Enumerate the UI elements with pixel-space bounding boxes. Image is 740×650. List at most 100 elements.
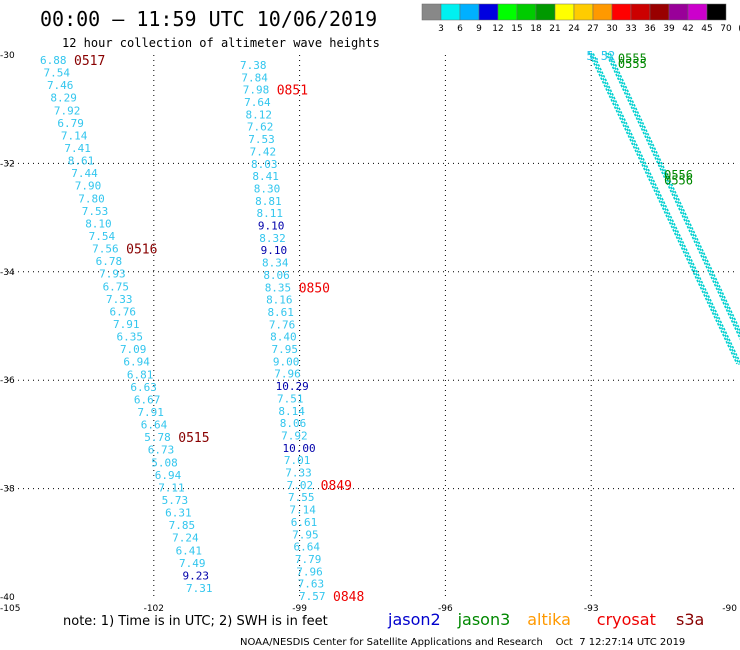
wave-height-value: 7.49 — [179, 557, 206, 570]
wave-height-value: 10.29 — [276, 380, 309, 393]
swath-band — [605, 51, 740, 341]
scale-label: 70 — [720, 24, 732, 34]
wave-height-value: 7.90 — [75, 180, 102, 193]
scale-label: 27 — [587, 24, 598, 34]
note-text: note: 1) Time is in UTC; 2) SWH is in fe… — [63, 614, 328, 629]
wave-height-value: 7.44 — [71, 167, 98, 180]
wave-height-value: 8.03 — [251, 158, 278, 171]
wave-height-value: 7.76 — [269, 318, 296, 331]
scale-label: 30 — [606, 24, 618, 34]
wave-height-value: 7.92 — [54, 104, 81, 117]
wave-height-value: 6.78 — [96, 255, 123, 268]
pass-time-label: 0848 — [333, 590, 364, 605]
wave-height-value: 7.46 — [47, 79, 73, 92]
swath-stroke — [607, 52, 740, 337]
scale-label: 15 — [511, 24, 522, 34]
wave-height-value: 6.64 — [141, 419, 168, 432]
wave-height-value: 5.08 — [151, 456, 178, 469]
wave-height-value: 10.00 — [283, 442, 316, 455]
wave-height-value: 6.64 — [294, 541, 321, 554]
wave-height-value: 8.11 — [256, 207, 283, 220]
wave-height-value: 6.61 — [291, 516, 318, 529]
y-tick-label: -30 — [0, 51, 15, 61]
wave-height-value: 7.98 — [243, 84, 270, 97]
wave-height-value: 8.29 — [50, 92, 77, 105]
chart-title: 00:00 – 11:59 UTC 10/06/2019 — [40, 7, 377, 31]
wave-height-value: 9.00 — [273, 355, 300, 368]
wave-height-value: 5.78 — [144, 431, 171, 444]
wave-height-value: 7.85 — [169, 519, 196, 532]
wave-height-value: 7.91 — [113, 318, 140, 331]
swath-band — [588, 51, 740, 365]
wave-height-value: 8.32 — [259, 232, 286, 245]
grid — [8, 55, 737, 597]
wave-height-value: 6.94 — [123, 356, 150, 369]
wave-height-value: 7.64 — [244, 96, 271, 109]
wave-height-value: 7.42 — [250, 145, 277, 158]
wave-height-value: 7.91 — [137, 406, 164, 419]
wave-height-value: 7.51 — [277, 392, 304, 405]
wave-height-value: 7.53 — [82, 205, 109, 218]
credit-line: NOAA/NESDIS Center for Satellite Applica… — [240, 637, 685, 648]
scale-swatch — [706, 3, 727, 21]
wave-height-value: 6.81 — [127, 368, 153, 381]
wave-height-value: 8.30 — [254, 182, 281, 195]
swath-label: 5.52 — [586, 49, 615, 63]
wave-height-value: 6.35 — [116, 331, 143, 344]
wave-height-value: 8.16 — [266, 294, 293, 307]
wave-height-value: 7.80 — [78, 192, 105, 205]
wave-height-value: 6.94 — [155, 469, 182, 482]
wave-height-value: 7.96 — [274, 368, 301, 381]
x-tick-label: -99 — [292, 604, 307, 614]
wave-height-value: 8.10 — [85, 217, 112, 230]
scale-swatch — [630, 3, 651, 21]
wave-height-value: 8.06 — [280, 417, 307, 430]
x-tick-label: -93 — [584, 604, 599, 614]
scale-swatch — [440, 3, 461, 21]
wave-height-value: 7.63 — [298, 578, 325, 591]
wave-height-value: 7.14 — [61, 129, 88, 142]
scale-label: 42 — [682, 24, 693, 34]
scale-swatch — [535, 3, 556, 21]
wave-height-value: 8.14 — [278, 405, 305, 418]
y-tick-label: -34 — [0, 268, 15, 278]
axis-tick-labels: -30 -32 -34 -36 -38 -40-105 -102 -99 -96 -93 -90 — [0, 51, 737, 614]
scale-label: 45 — [701, 24, 712, 34]
wave-height-value: 6.63 — [130, 381, 157, 394]
scale-label: 6 — [457, 24, 463, 34]
wave-height-value: 7.33 — [285, 467, 312, 480]
swath-label: 0556 — [664, 174, 693, 188]
pass-time-label: 0850 — [299, 281, 330, 296]
scale-swatch — [611, 3, 632, 21]
wave-height-value: 8.61 — [68, 155, 95, 168]
wave-height-value: 7.95 — [272, 343, 299, 356]
wave-height-value: 7.53 — [248, 133, 274, 146]
wave-height-value: 7.54 — [89, 230, 116, 243]
scale-swatch — [592, 3, 613, 21]
wave-height-value: 7.57 — [299, 590, 326, 603]
pass-time-label: 0517 — [74, 54, 105, 69]
wave-height-value: 7.79 — [295, 553, 322, 566]
y-tick-label: -38 — [0, 485, 15, 495]
pass-time-label: 0516 — [126, 243, 157, 258]
wave-height-value: 8.41 — [252, 170, 278, 183]
wave-height-value: 7.31 — [186, 582, 213, 595]
x-tick-label: -96 — [438, 604, 453, 614]
scale-swatch — [421, 3, 442, 21]
wave-height-value: 9.23 — [183, 569, 210, 582]
pass-time-label: 0849 — [321, 479, 352, 494]
wave-height-value: 8.61 — [267, 306, 294, 319]
wave-height-value: 6.79 — [57, 117, 84, 130]
wave-height-value: 8.12 — [245, 108, 272, 121]
wave-height-value: 8.40 — [270, 331, 297, 344]
scale-swatch — [516, 3, 537, 21]
y-tick-label: -40 — [0, 593, 15, 603]
wave-height-value: 6.31 — [165, 507, 192, 520]
wave-height-value: 7.54 — [43, 67, 70, 80]
swath-label: 0555 — [618, 57, 647, 71]
s3a-track: 6.887.547.468.297.926.797.147.418.617.44… — [40, 54, 213, 595]
wave-height-value: 9.10 — [261, 244, 288, 257]
